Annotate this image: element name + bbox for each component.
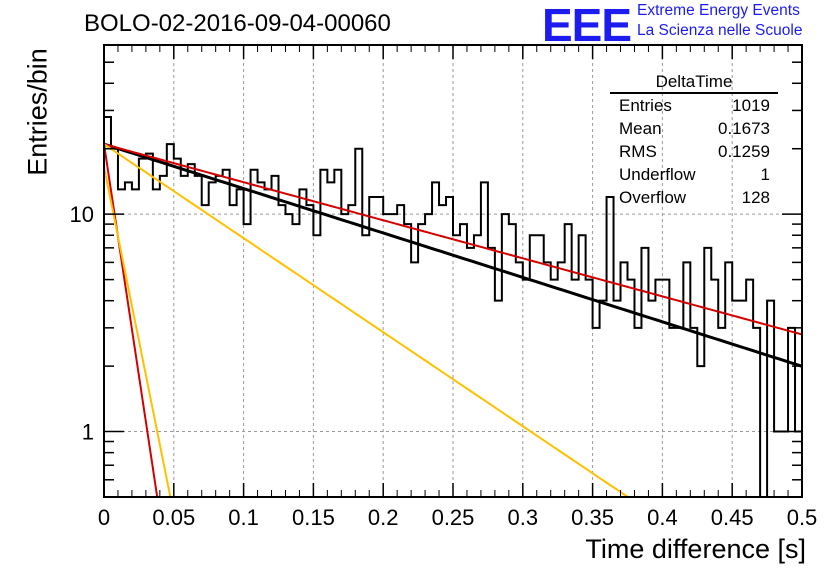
eee-logo: EEE bbox=[542, 0, 632, 51]
stats-value: 0.1673 bbox=[718, 119, 770, 138]
stats-label: Mean bbox=[619, 119, 662, 138]
x-tick-label: 0.2 bbox=[368, 505, 399, 530]
x-axis-title: Time difference [s] bbox=[585, 534, 806, 564]
stats-value: 1019 bbox=[732, 96, 770, 115]
y-tick-label: 10 bbox=[70, 202, 94, 227]
stats-title: DeltaTime bbox=[610, 72, 778, 94]
stats-value: 128 bbox=[741, 188, 770, 207]
stats-value: 1 bbox=[760, 165, 770, 184]
x-tick-label: 0.45 bbox=[711, 505, 754, 530]
logo-subtitle-1: Extreme Energy Events bbox=[637, 2, 800, 19]
x-tick-label: 0.15 bbox=[292, 505, 335, 530]
tick-labels: 0 0.05 0.1 0.15 0.2 0.25 0.3 0.35 0.4 0.45 0.5 1 10 bbox=[70, 202, 818, 530]
x-tick-label: 0.5 bbox=[787, 505, 818, 530]
y-tick-label: 1 bbox=[82, 420, 94, 445]
x-tick-label: 0.4 bbox=[647, 505, 678, 530]
stats-label: Underflow bbox=[619, 165, 696, 184]
stats-label: Overflow bbox=[619, 188, 687, 207]
fit-curve-4 bbox=[104, 166, 172, 497]
stats-label: RMS bbox=[619, 142, 657, 161]
x-tick-label: 0.25 bbox=[432, 505, 475, 530]
fit-curve-1 bbox=[104, 143, 802, 336]
stats-label: Entries bbox=[619, 96, 672, 115]
x-tick-label: 0.1 bbox=[228, 505, 259, 530]
stats-value: 0.1259 bbox=[718, 142, 770, 161]
stats-box: DeltaTime Entries 1019 Mean 0.1673 RMS 0… bbox=[610, 72, 778, 209]
stats-row-overflow: Overflow 128 bbox=[610, 186, 778, 209]
y-axis-title: Entries/bin bbox=[22, 48, 53, 176]
x-tick-label: 0.05 bbox=[152, 505, 195, 530]
x-tick-label: 0 bbox=[98, 505, 110, 530]
fit-curve-2 bbox=[104, 143, 630, 497]
axis-ticks bbox=[103, 44, 803, 498]
x-tick-label: 0.3 bbox=[508, 505, 539, 530]
stats-row-underflow: Underflow 1 bbox=[610, 163, 778, 186]
fit-curve-3 bbox=[104, 143, 159, 497]
logo-subtitle-2: La Scienza nelle Scuole bbox=[637, 22, 803, 39]
stats-row-entries: Entries 1019 bbox=[610, 94, 778, 117]
page-title: BOLO-02-2016-09-04-00060 bbox=[84, 10, 391, 37]
fit-curve-0 bbox=[104, 142, 802, 368]
stats-row-rms: RMS 0.1259 bbox=[610, 140, 778, 163]
x-tick-label: 0.35 bbox=[571, 505, 614, 530]
stats-row-mean: Mean 0.1673 bbox=[610, 117, 778, 140]
